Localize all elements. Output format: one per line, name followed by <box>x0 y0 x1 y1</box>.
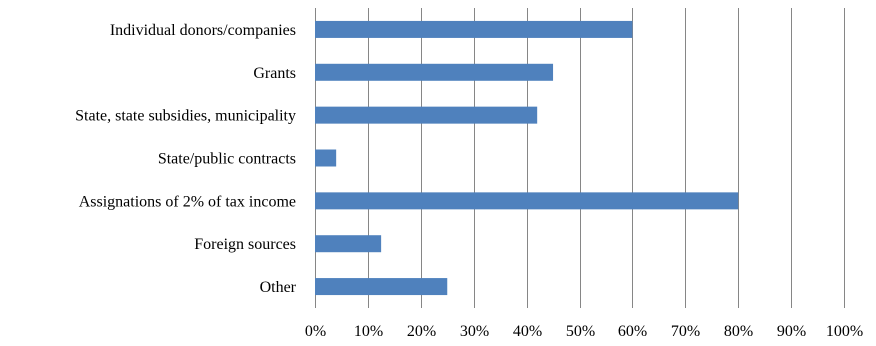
bar <box>315 192 739 210</box>
category-label: State/public contracts <box>158 151 296 168</box>
x-tick-label: 20% <box>407 323 436 340</box>
x-tick-label: 100% <box>826 323 863 340</box>
x-tick-label: 40% <box>513 323 542 340</box>
category-label: Grants <box>253 65 296 82</box>
bar <box>315 149 337 167</box>
category-label: Assignations of 2% of tax income <box>79 193 296 210</box>
x-tick-label: 30% <box>460 323 489 340</box>
category-labels: Individual donors/companies Grants State, … <box>75 22 297 296</box>
category-label: Individual donors/companies <box>110 22 296 39</box>
x-tick-label: 0% <box>305 323 326 340</box>
category-label: Other <box>260 279 297 296</box>
bar <box>315 20 633 38</box>
bar <box>315 235 382 253</box>
x-tick-label: 10% <box>354 323 383 340</box>
x-tick-label: 50% <box>566 323 595 340</box>
x-tick-label: 80% <box>724 323 753 340</box>
bar <box>315 106 538 124</box>
x-tick-label: 90% <box>777 323 806 340</box>
x-tick-label: 60% <box>618 323 647 340</box>
category-label: State, state subsidies, municipality <box>75 108 296 125</box>
bars <box>315 20 739 296</box>
bar <box>315 278 448 296</box>
category-label: Foreign sources <box>194 236 296 253</box>
gridlines <box>315 8 845 308</box>
x-tick-label: 70% <box>671 323 700 340</box>
x-tick-labels: 0% 10% 20% 30% 40% 50% 60% 70% 80% 90% 100% <box>305 323 863 340</box>
bar <box>315 63 554 81</box>
